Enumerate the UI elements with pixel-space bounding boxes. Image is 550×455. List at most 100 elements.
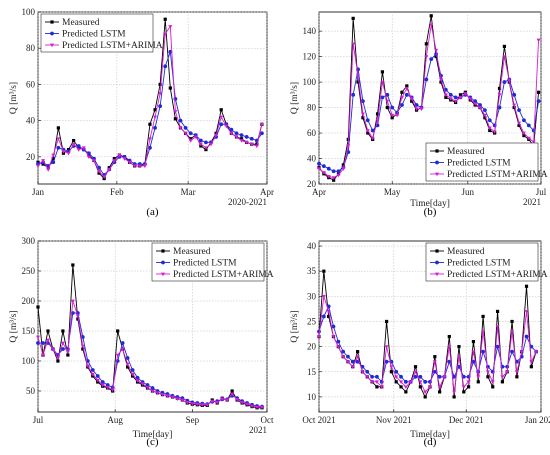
y-tick-label: 80 bbox=[307, 103, 317, 113]
legend-marker bbox=[435, 172, 439, 177]
data-point bbox=[61, 329, 65, 333]
data-point bbox=[404, 390, 408, 394]
data-point bbox=[351, 42, 356, 47]
data-point bbox=[522, 133, 526, 138]
data-point bbox=[66, 353, 70, 357]
data-point bbox=[183, 131, 188, 136]
data-point bbox=[390, 113, 395, 118]
data-point bbox=[350, 365, 355, 369]
data-point bbox=[198, 138, 203, 143]
data-point bbox=[230, 389, 234, 393]
data-point bbox=[510, 330, 515, 334]
data-point bbox=[453, 99, 458, 104]
data-point bbox=[341, 355, 346, 359]
data-point bbox=[404, 92, 409, 97]
legend-entry: Predicted LSTM bbox=[173, 259, 237, 269]
data-point bbox=[524, 284, 529, 288]
y-tick-label: 35 bbox=[307, 266, 317, 276]
data-point bbox=[447, 334, 451, 339]
data-point bbox=[476, 380, 480, 384]
data-point bbox=[437, 385, 442, 390]
data-point bbox=[45, 338, 50, 343]
x-tick-label: Aug bbox=[107, 415, 123, 425]
data-point bbox=[239, 139, 244, 143]
data-point bbox=[500, 380, 504, 384]
x-tick-label: Jun bbox=[462, 187, 475, 197]
data-point bbox=[495, 325, 500, 329]
data-point bbox=[125, 362, 130, 367]
data-point bbox=[219, 115, 224, 120]
data-point bbox=[173, 110, 178, 114]
data-point bbox=[461, 385, 466, 390]
data-point bbox=[260, 131, 264, 136]
data-point bbox=[497, 93, 502, 98]
data-point bbox=[492, 130, 497, 134]
series-line bbox=[318, 15, 540, 181]
y-tick-label: 40 bbox=[307, 154, 317, 164]
data-point bbox=[158, 82, 162, 87]
series-line bbox=[318, 296, 537, 393]
data-point bbox=[531, 140, 536, 145]
data-point bbox=[155, 391, 160, 395]
data-point bbox=[456, 355, 461, 359]
legend-entry: Measured bbox=[173, 247, 211, 257]
data-point bbox=[75, 314, 80, 319]
data-point bbox=[120, 347, 125, 352]
data-point bbox=[478, 103, 482, 107]
data-point bbox=[486, 375, 490, 379]
data-point bbox=[112, 157, 116, 161]
data-point bbox=[375, 374, 379, 379]
legend-marker bbox=[435, 149, 439, 153]
legend-entry: Measured bbox=[62, 18, 100, 28]
data-point bbox=[215, 401, 220, 405]
data-point bbox=[36, 164, 40, 169]
data-point bbox=[60, 347, 65, 351]
data-point bbox=[502, 80, 507, 84]
data-point bbox=[385, 99, 390, 104]
data-point bbox=[326, 174, 331, 179]
data-point bbox=[390, 116, 394, 120]
data-point bbox=[491, 385, 495, 389]
data-point bbox=[163, 64, 168, 69]
data-point bbox=[526, 123, 531, 128]
data-point bbox=[452, 395, 456, 399]
panel-caption: (d) bbox=[424, 436, 437, 448]
data-point bbox=[107, 168, 112, 172]
data-point bbox=[120, 341, 125, 345]
data-point bbox=[85, 364, 90, 368]
data-point bbox=[385, 105, 389, 110]
series-predicted-lstm-arima bbox=[317, 23, 541, 180]
data-point bbox=[471, 359, 476, 364]
data-point bbox=[220, 397, 225, 401]
legend-marker bbox=[161, 260, 165, 265]
data-point bbox=[434, 48, 439, 53]
data-point bbox=[168, 25, 173, 29]
data-point bbox=[148, 145, 152, 150]
y-tick-label: 100 bbox=[22, 7, 36, 17]
data-point bbox=[365, 369, 370, 374]
data-point bbox=[462, 390, 466, 394]
data-point bbox=[408, 380, 413, 385]
data-point bbox=[132, 164, 137, 169]
data-point bbox=[510, 349, 514, 354]
data-point bbox=[332, 178, 336, 182]
data-point bbox=[360, 370, 365, 374]
y-tick-label: 120 bbox=[303, 52, 317, 62]
data-point bbox=[153, 125, 157, 130]
data-point bbox=[173, 97, 178, 101]
data-point bbox=[239, 137, 244, 141]
series-predicted-lstm-arima bbox=[317, 294, 539, 395]
data-point bbox=[70, 299, 75, 304]
data-point bbox=[418, 385, 422, 389]
data-point bbox=[423, 379, 428, 384]
data-point bbox=[482, 108, 487, 113]
data-point bbox=[434, 54, 438, 59]
data-point bbox=[409, 97, 414, 101]
data-point bbox=[536, 99, 541, 104]
data-point bbox=[394, 369, 399, 374]
legend-entry: Measured bbox=[447, 247, 485, 257]
chart-panel-d: 10 15 20 25 30 35 40 Oct 2021 Nov 2021 Dec 2021 Ja… bbox=[290, 240, 550, 448]
data-point bbox=[403, 385, 408, 390]
data-point bbox=[137, 164, 142, 169]
